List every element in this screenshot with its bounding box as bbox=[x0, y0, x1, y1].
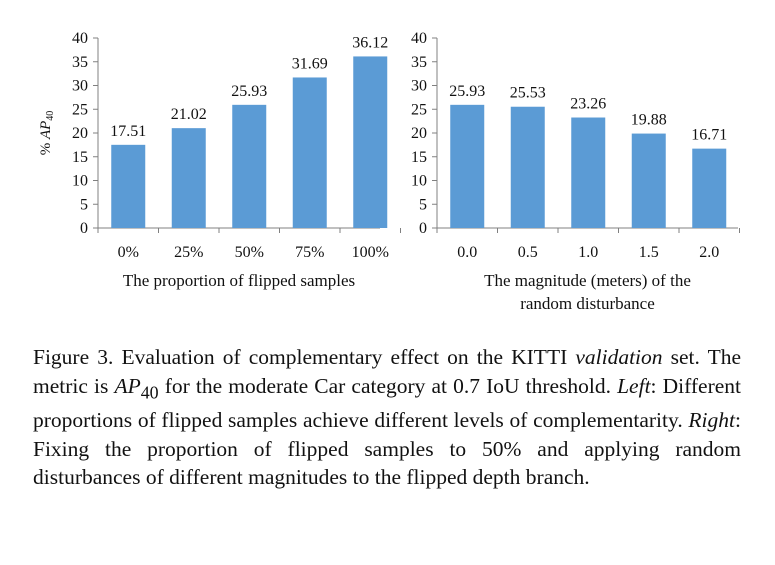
chart-1: 0 5 10 15 20 25 30 35 40 17.51 0% 21.02 25% 25.93 50% 3… bbox=[38, 30, 401, 290]
y-tick-label: 10 bbox=[411, 173, 427, 190]
data-label: 31.69 bbox=[292, 55, 328, 72]
caption-text-5: : Fixing the proportion of flipped sampl… bbox=[33, 408, 741, 490]
bar bbox=[510, 106, 545, 228]
data-label: 19.88 bbox=[631, 112, 667, 129]
y-axis-title-metric: AP bbox=[38, 121, 54, 140]
y-tick-label: 0 bbox=[80, 220, 88, 237]
x-tick-label: 25% bbox=[174, 244, 203, 261]
y-tick-label: 15 bbox=[411, 149, 427, 166]
y-tick-label: 20 bbox=[411, 125, 427, 142]
data-label: 17.51 bbox=[110, 123, 146, 140]
y-tick-label: 0 bbox=[419, 220, 427, 237]
figure-area: 0 5 10 15 20 25 30 35 40 17.51 0% 21.02 25% 25.93 50% 3… bbox=[38, 30, 740, 313]
y-tick-label: 35 bbox=[411, 54, 427, 71]
y-tick-label: 40 bbox=[411, 30, 427, 47]
y-tick-label: 25 bbox=[411, 101, 427, 118]
y-tick-label: 5 bbox=[80, 196, 88, 213]
bar bbox=[450, 104, 485, 228]
caption-label: Figure 3. bbox=[33, 345, 114, 369]
figure-caption: Figure 3. Evaluation of complementary ef… bbox=[33, 343, 741, 492]
bar bbox=[353, 56, 388, 229]
caption-text-3: for the moderate Car category at 0.7 IoU… bbox=[158, 373, 618, 398]
x-tick-label: 1.0 bbox=[578, 244, 598, 261]
y-tick-label: 40 bbox=[72, 30, 88, 47]
y-axis-title-prefix: % bbox=[38, 139, 54, 155]
caption-text-2: set. The metric is bbox=[33, 345, 742, 398]
y-tick-label: 25 bbox=[72, 101, 88, 118]
data-label: 16.71 bbox=[691, 127, 727, 144]
y-tick-label: 20 bbox=[72, 125, 88, 142]
bar bbox=[692, 148, 727, 228]
y-tick-label: 15 bbox=[72, 149, 88, 166]
bar-charts: 051015202530354017.510%21.0225%25.9350%3… bbox=[38, 30, 740, 313]
data-label: 25.93 bbox=[231, 83, 267, 100]
caption-metric-sub: 40 bbox=[140, 381, 159, 402]
x-tick-label: 0.0 bbox=[457, 244, 477, 261]
y-tick-label: 5 bbox=[419, 196, 427, 213]
x-axis-title: The proportion of flipped samples bbox=[123, 271, 355, 290]
y-axis-title-subscript: 40 bbox=[45, 111, 56, 121]
x-tick-label: 2.0 bbox=[699, 244, 719, 261]
bar bbox=[571, 117, 606, 228]
x-tick-label: 0.5 bbox=[518, 244, 538, 261]
x-tick-label: 75% bbox=[295, 244, 324, 261]
data-label: 21.02 bbox=[171, 106, 207, 123]
data-label: 23.26 bbox=[570, 96, 606, 113]
caption-left-label: Left bbox=[617, 373, 651, 398]
y-tick-label: 10 bbox=[72, 173, 88, 190]
data-label: 25.53 bbox=[510, 85, 546, 102]
y-tick-label: 30 bbox=[411, 78, 427, 95]
caption-metric: AP bbox=[114, 373, 141, 398]
x-tick-label: 0% bbox=[118, 244, 139, 261]
data-label: 25.93 bbox=[449, 83, 485, 100]
y-tick-label: 35 bbox=[72, 54, 88, 71]
bar bbox=[171, 128, 206, 228]
x-tick-label: 100% bbox=[352, 244, 389, 261]
caption-text-1: Evaluation of complementary effect on th… bbox=[121, 345, 576, 369]
x-tick-label: 50% bbox=[235, 244, 264, 261]
y-axis-title: % AP40 bbox=[38, 111, 56, 156]
data-label: 36.12 bbox=[352, 34, 388, 51]
bar bbox=[232, 104, 267, 228]
bar bbox=[292, 77, 327, 228]
x-tick-label: 1.5 bbox=[639, 244, 659, 261]
chart-2: 0 5 10 15 20 25 30 35 40 25.93 0.0 25.53 0.5 23.26 1.0… bbox=[411, 30, 740, 313]
bar bbox=[631, 133, 666, 228]
x-axis-title: The magnitude (meters) of the bbox=[484, 271, 691, 290]
y-tick-label: 30 bbox=[72, 78, 88, 95]
bar bbox=[111, 144, 146, 228]
x-axis-title: random disturbance bbox=[520, 294, 655, 313]
caption-italic-validation: validation bbox=[575, 345, 663, 369]
caption-right-label: Right bbox=[688, 408, 736, 433]
caption-text-4: : Different proportions of flipped sampl… bbox=[33, 373, 742, 433]
